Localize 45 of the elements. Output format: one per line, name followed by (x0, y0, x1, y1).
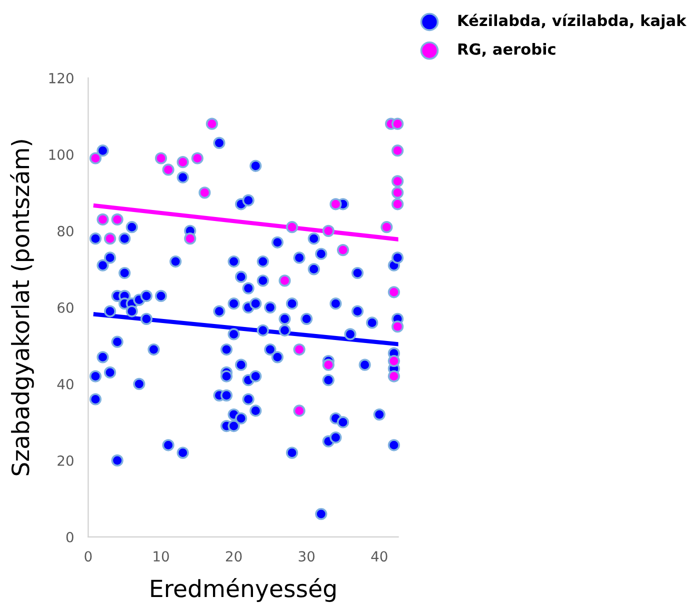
point (293, 343, 306, 356)
point (154, 152, 168, 164)
point (162, 164, 174, 176)
point (330, 198, 342, 210)
point (392, 320, 404, 333)
point (392, 175, 404, 188)
y-tick-label: 0 (66, 532, 74, 542)
y-tick-label: 40 (57, 378, 74, 390)
point (96, 213, 109, 226)
point (388, 354, 400, 368)
point (392, 198, 404, 210)
point (198, 186, 211, 199)
point (89, 152, 102, 164)
y-tick-label: 100 (49, 149, 74, 160)
point (322, 224, 334, 237)
y-tick-label: 60 (58, 302, 74, 313)
point (104, 232, 116, 245)
x-tick-label: 20 (226, 551, 242, 562)
x-tick-label: 40 (371, 551, 388, 562)
point (293, 404, 306, 417)
point (388, 286, 400, 298)
point (191, 152, 204, 164)
y-tick-label: 80 (58, 226, 74, 236)
point (322, 358, 334, 371)
point (388, 370, 400, 382)
point (184, 232, 196, 245)
point (392, 118, 404, 130)
point (206, 118, 218, 130)
y-tick-label: 20 (58, 455, 74, 466)
x-tick-label: 30 (298, 551, 314, 562)
legend-label: RG, aerobic (458, 43, 556, 57)
legend-label: Kézilabda, vízilabda, kajak (458, 14, 687, 30)
point (176, 156, 189, 168)
point (392, 144, 404, 157)
x-tick-label: 10 (154, 551, 169, 562)
y-tick-label: 120 (49, 72, 74, 84)
point (392, 186, 404, 199)
point (111, 213, 124, 226)
point (286, 221, 298, 234)
x-tick-label: 0 (84, 551, 92, 562)
x-axis-title: Eredményesség (151, 578, 336, 602)
point (278, 274, 291, 287)
point (336, 244, 350, 256)
y-axis-title: Szabadgyakorlat (pontszám) (10, 140, 34, 476)
point (380, 221, 393, 234)
